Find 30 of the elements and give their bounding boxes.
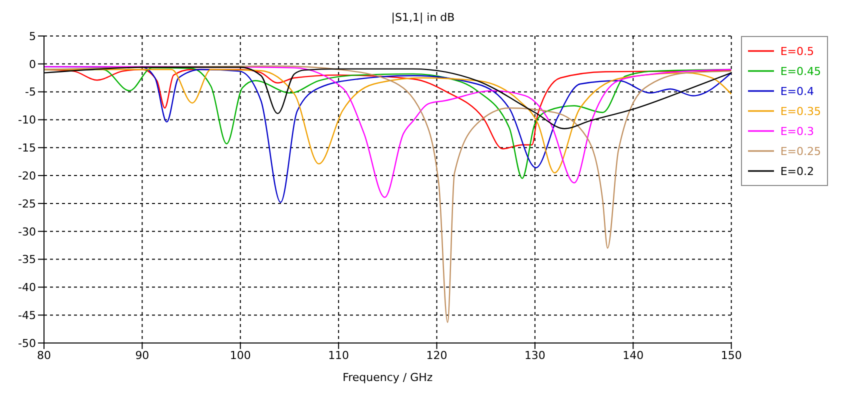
line-series: [44, 66, 732, 323]
y-tick-label: -50: [18, 336, 36, 350]
x-tick-label: 120: [426, 348, 448, 362]
legend-label: E=0.2: [780, 164, 814, 178]
x-tick-label: 130: [524, 348, 546, 362]
y-tick-label: -45: [18, 308, 36, 322]
y-tick-label: -35: [18, 253, 36, 266]
y-tick-label: -40: [18, 281, 36, 294]
y-tick-label: -20: [18, 169, 36, 182]
chart-title: |S1,1| in dB: [390, 10, 456, 26]
legend-label: E=0.5: [780, 44, 814, 58]
y-tick-label: -15: [18, 142, 36, 155]
legend-label: E=0.25: [780, 144, 821, 158]
x-tick-label: 140: [622, 348, 644, 362]
legend-label: E=0.35: [780, 104, 821, 118]
legend-label: E=0.3: [780, 124, 814, 138]
x-tick-label: 100: [230, 348, 251, 362]
legend-label: E=0.4: [780, 84, 814, 98]
y-tick-label: -30: [18, 225, 36, 238]
x-tick-label: 90: [135, 348, 150, 362]
x-tick-label: 80: [37, 348, 51, 362]
x-axis-title: Frequency / GHz: [342, 371, 433, 384]
y-tick-label: -25: [18, 197, 36, 210]
y-tick-label: 0: [29, 58, 36, 71]
y-tick-label: -10: [18, 114, 36, 127]
x-tick-label: 110: [328, 348, 350, 362]
y-tick-label: 5: [29, 30, 36, 43]
x-tick-label: 150: [720, 348, 742, 362]
y-tick-label: -5: [25, 86, 36, 99]
legend-label: E=0.45: [780, 64, 821, 78]
